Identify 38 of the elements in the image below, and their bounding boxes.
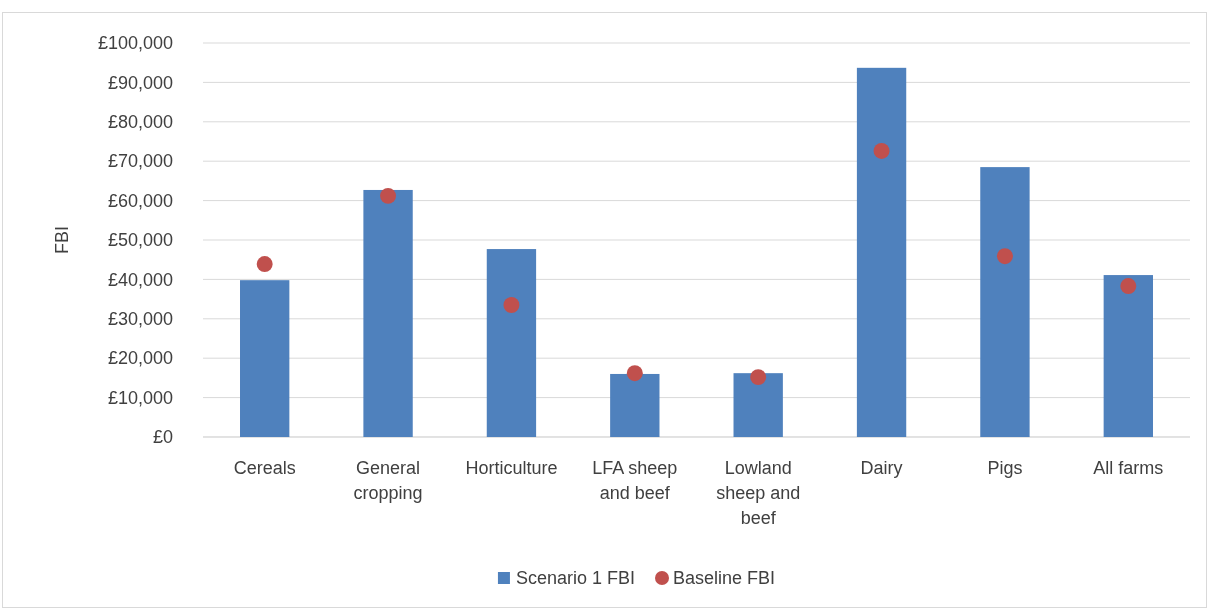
y-tick-label: £30,000 [107, 309, 173, 330]
y-tick-label: £50,000 [107, 230, 173, 251]
x-tick-label: Lowland sheep and beef [716, 458, 801, 529]
bar [733, 373, 783, 437]
x-tick-label: Pigs [987, 458, 1023, 478]
x-tick-label: Horticulture [465, 458, 558, 478]
point [750, 369, 767, 386]
x-tick-label: All farms [1093, 458, 1164, 478]
y-tick-label: £80,000 [107, 112, 173, 133]
point [256, 256, 273, 272]
y-tick-label: £0 [152, 427, 173, 448]
bar [980, 167, 1030, 437]
x-tick-label: LFA sheep and beef [592, 458, 678, 504]
y-tick-label: £100,000 [97, 33, 173, 54]
bar [610, 373, 660, 437]
bar [486, 249, 537, 437]
bar [363, 189, 413, 437]
bar [856, 67, 907, 437]
x-tick-label: Dairy [860, 458, 903, 478]
bar [1103, 275, 1153, 437]
legend-label: Baseline FBI [673, 568, 776, 588]
y-tick-label: £20,000 [107, 348, 173, 369]
point [380, 187, 397, 204]
x-tick-label: General cropping [353, 458, 423, 504]
point [626, 365, 643, 382]
point [503, 297, 520, 313]
legend-label: Scenario 1 FBI [515, 568, 635, 588]
y-axis-title: FBI [52, 225, 72, 255]
y-tick-label: £90,000 [107, 72, 173, 93]
point [873, 142, 890, 159]
y-tick-label: £10,000 [107, 387, 173, 408]
y-tick-label: £60,000 [107, 190, 173, 211]
y-tick-label: £70,000 [107, 151, 173, 172]
bar [240, 280, 290, 437]
y-tick-label: £40,000 [107, 269, 173, 290]
point [1120, 278, 1137, 295]
x-tick-label: Cereals [233, 458, 296, 478]
point [996, 248, 1013, 265]
